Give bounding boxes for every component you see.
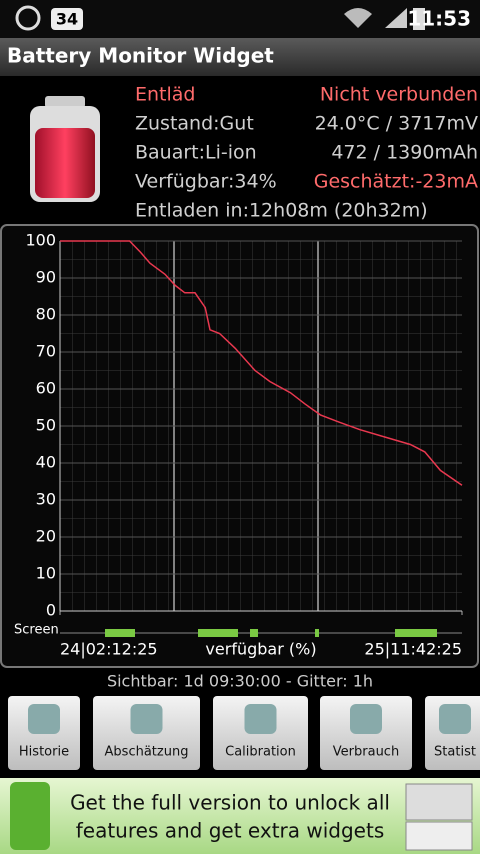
info-right: Geschätzt:-23mA [314, 171, 478, 193]
y-tick-label: 90 [36, 268, 56, 287]
alarm-icon [15, 5, 41, 31]
button-icon [28, 704, 60, 734]
x-tick-label: 24|02:12:25 [60, 640, 158, 659]
button-icon [439, 704, 471, 734]
status-right: Nicht verbunden [320, 84, 478, 106]
wifi-icon [344, 8, 372, 28]
y-tick-label: 20 [36, 527, 56, 546]
x-axis-label: verfügbar (%) [205, 640, 316, 659]
info-left: Verfügbar:34% [135, 171, 277, 193]
banner-text: features and get extra widgets [76, 819, 385, 843]
button-icon [244, 704, 277, 734]
info-left: Bauart:Li-ion [135, 142, 257, 164]
screen-on-marks [105, 629, 437, 637]
clock: 11:53 [407, 7, 471, 31]
banner-text: Get the full version to unlock all [70, 791, 390, 815]
banner-widget [405, 821, 473, 851]
y-tick-label: 80 [36, 305, 56, 324]
app-title: Battery Monitor Widget [7, 44, 274, 68]
button-label: Historie [19, 745, 69, 760]
app-bar [0, 38, 480, 76]
info-footer: Entladen in:12h08m (20h32m) [135, 200, 428, 222]
banner[interactable] [0, 778, 480, 854]
info-left: Zustand:Gut [135, 113, 254, 135]
y-tick-label: 60 [36, 379, 56, 398]
track-label: Screen [14, 623, 59, 638]
button-label: Statist [434, 745, 476, 760]
data-line [60, 240, 463, 486]
button-label: Verbrauch [333, 745, 399, 760]
info-right: 472 / 1390mAh [331, 142, 478, 164]
banner-icon [10, 782, 50, 850]
button-icon [130, 704, 163, 734]
button-label: Abschätzung [105, 745, 189, 760]
info-right: 24.0°C / 3717mV [315, 113, 478, 135]
battery-graphic [30, 96, 100, 202]
button-icon [350, 704, 382, 734]
badge-bg [51, 8, 83, 30]
signal-icon [385, 8, 407, 28]
y-tick-label: 100 [25, 231, 56, 250]
status-left: Entläd [135, 84, 195, 106]
y-tick-label: 40 [36, 453, 56, 472]
battery-icon [413, 8, 425, 30]
x-tick-label: 25|11:42:25 [364, 640, 462, 659]
badge: 34 [56, 10, 78, 29]
banner-widget [405, 783, 473, 821]
button-label: Calibration [225, 745, 296, 760]
y-tick-label: 30 [36, 490, 56, 509]
y-tick-label: 70 [36, 342, 56, 361]
caption: Sichtbar: 1d 09:30:00 - Gitter: 1h [107, 672, 373, 691]
y-tick-label: 50 [36, 416, 56, 435]
y-tick-label: 10 [36, 564, 56, 583]
y-tick-label: 0 [46, 601, 56, 620]
